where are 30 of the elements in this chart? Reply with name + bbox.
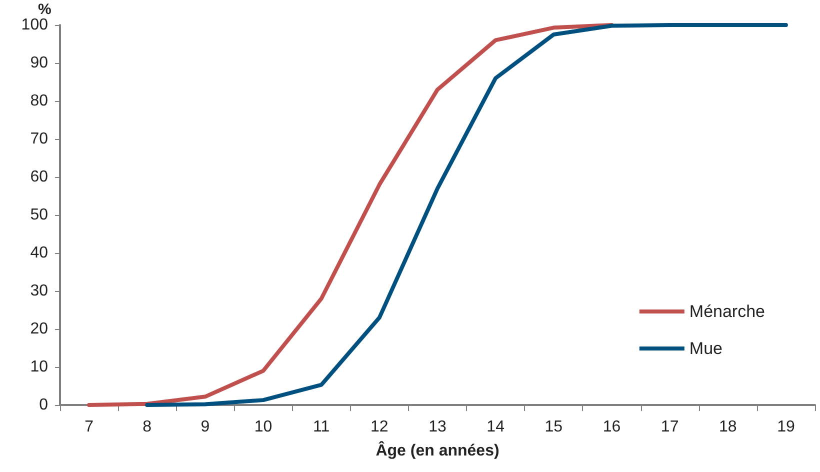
x-tick-label: 14 <box>486 418 505 436</box>
x-tick-label: 13 <box>428 418 446 436</box>
y-tick-label: 80 <box>30 92 48 110</box>
y-axis-title: % <box>38 1 52 18</box>
y-tick-label: 40 <box>30 244 48 262</box>
x-tick-label: 16 <box>602 418 621 436</box>
y-tick-label: 100 <box>21 16 48 34</box>
x-tick-label: 9 <box>200 418 210 436</box>
x-axis-title: Âge (en années) <box>376 440 500 460</box>
x-tick-label: 18 <box>718 418 737 436</box>
x-tick-label: 7 <box>84 418 94 436</box>
x-tick-label: 10 <box>254 418 272 436</box>
legend-label: Ménarche <box>689 302 766 321</box>
y-tick-label: 90 <box>30 54 48 72</box>
line-series <box>145 23 788 407</box>
y-tick-label: 0 <box>39 396 48 414</box>
y-tick-label: 20 <box>30 320 48 338</box>
x-tick-label: 8 <box>142 418 152 436</box>
x-tick-label: 15 <box>544 418 563 436</box>
y-tick-label: 70 <box>30 130 48 148</box>
y-tick-label: 30 <box>30 282 48 300</box>
x-tick-label: 12 <box>370 418 388 436</box>
y-tick-label: 10 <box>30 358 48 376</box>
x-tick-label: 11 <box>313 418 330 436</box>
legend-label: Mue <box>689 339 722 358</box>
line-series <box>87 23 614 407</box>
x-tick-label: 19 <box>777 418 795 436</box>
y-tick-label: 50 <box>30 206 48 224</box>
x-tick-label: 17 <box>660 418 679 436</box>
y-tick-label: 60 <box>30 168 48 186</box>
